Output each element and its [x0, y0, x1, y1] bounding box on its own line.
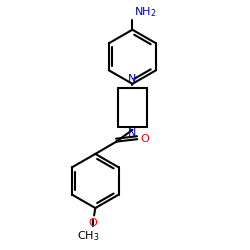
Text: O: O: [88, 218, 97, 228]
Text: CH$_3$: CH$_3$: [77, 229, 99, 243]
Text: N: N: [128, 74, 136, 84]
Text: O: O: [140, 134, 149, 144]
Text: NH$_2$: NH$_2$: [134, 5, 156, 19]
Text: N: N: [128, 128, 136, 138]
